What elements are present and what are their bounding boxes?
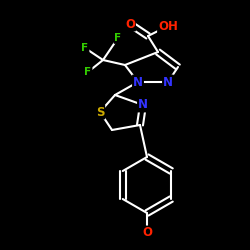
- Text: N: N: [138, 98, 148, 112]
- Text: F: F: [82, 43, 88, 53]
- Text: O: O: [125, 18, 135, 30]
- Text: S: S: [96, 106, 104, 118]
- Text: F: F: [114, 33, 121, 43]
- Text: O: O: [142, 226, 152, 239]
- Text: OH: OH: [158, 20, 178, 32]
- Text: N: N: [133, 76, 143, 88]
- Text: N: N: [163, 76, 173, 88]
- Text: F: F: [84, 67, 91, 77]
